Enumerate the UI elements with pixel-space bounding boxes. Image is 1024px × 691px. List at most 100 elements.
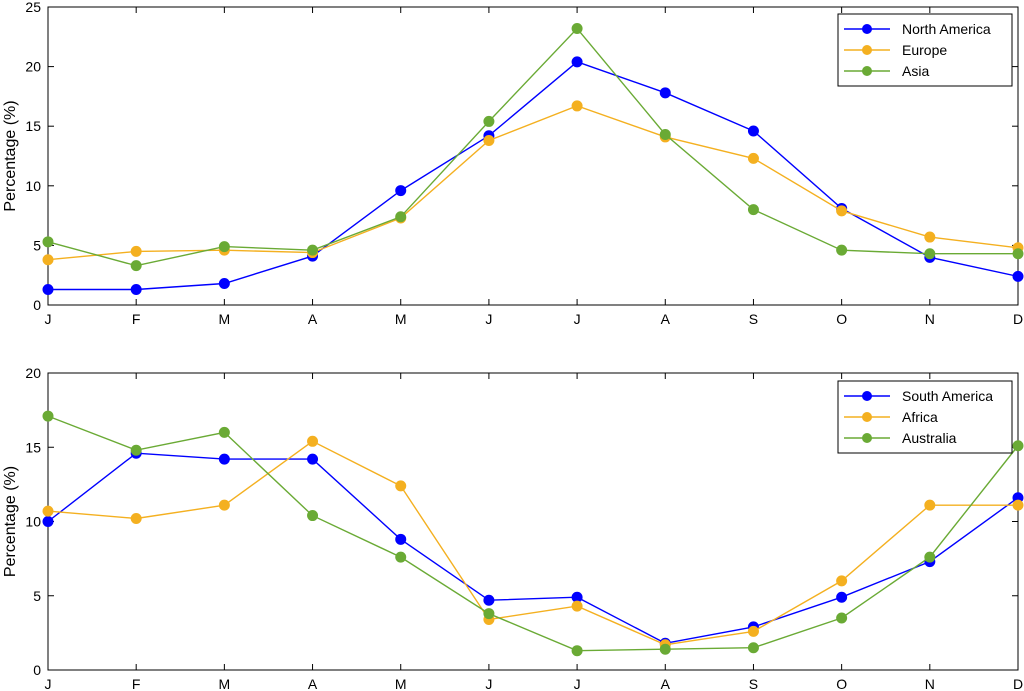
chart-1-series-line-europe [47, 105, 1019, 261]
chart-2-data-point-africa [747, 625, 759, 637]
chart-2-data-point-south-america [307, 453, 319, 465]
chart-2-x-tick-label: S [749, 676, 758, 691]
chart-2-legend-swatch-marker [862, 412, 872, 422]
chart-1-x-tick-label: M [219, 311, 231, 327]
chart-2-data-point-australia [42, 410, 54, 422]
top-chart-panel: J F M A M J J A S O N D 0 5 10 15 20 25 Percentage (%) Nort… [2, 0, 1024, 327]
chart-1-data-point-asia [836, 244, 848, 256]
chart-1-y-tick-label: 25 [25, 0, 41, 15]
chart-2-y-tick-label: 20 [25, 365, 41, 381]
chart-1-legend-entry-north-america: North America [902, 21, 991, 37]
chart-1-y-tick-label: 15 [25, 118, 41, 134]
chart-1-data-point-north-america [218, 278, 230, 290]
chart-2-data-point-australia [571, 645, 583, 657]
chart-2-data-point-australia [307, 510, 319, 522]
chart-2-x-tick-label: F [132, 676, 141, 691]
chart-2-data-point-africa [571, 600, 583, 612]
chart-2-legend: South America Africa Australia [837, 380, 1013, 454]
chart-2-x-tick-label: J [574, 676, 581, 691]
chart-1-data-point-europe [42, 254, 54, 266]
chart-1-data-point-asia [747, 204, 759, 216]
chart-1-data-point-europe [836, 205, 848, 217]
chart-1-data-point-europe [130, 245, 142, 257]
chart-2-x-tick-label: N [925, 676, 935, 691]
chart-2-data-point-australia [747, 642, 759, 654]
chart-1-series-line-asia [47, 27, 1018, 267]
chart-1-data-point-europe [747, 152, 759, 164]
chart-1-plot-frame [47, 6, 1019, 306]
chart-2-data-point-africa [42, 505, 54, 517]
chart-1-x-tick-label: M [395, 311, 407, 327]
chart-1-x-tick-label: J [485, 311, 492, 327]
chart-2-data-point-africa [1012, 499, 1024, 511]
chart-2-x-tick-label: D [1013, 676, 1023, 691]
chart-2-data-point-south-america [483, 594, 495, 606]
chart-2-series-line-south-america [47, 452, 1019, 645]
chart-1-series-line-north-america [48, 61, 1019, 291]
chart-2-data-point-africa [218, 499, 230, 511]
chart-1-data-point-asia [924, 248, 936, 260]
chart-1-x-tick-label: S [749, 311, 758, 327]
chart-2-y-tick-label: 15 [25, 439, 41, 455]
chart-2-legend-entry-africa: Africa [902, 409, 938, 425]
chart-1-y-axis-label: Percentage (%) [2, 100, 19, 211]
chart-2-data-point-africa [395, 480, 407, 492]
chart-1-data-point-asia [307, 244, 319, 256]
chart-2-y-tick-label: 5 [33, 588, 41, 604]
chart-1-x-tick-label: A [661, 311, 671, 327]
chart-1-x-tick-label: A [308, 311, 318, 327]
chart-2-data-point-australia [218, 426, 230, 438]
chart-1-data-point-europe [571, 100, 583, 112]
chart-1-data-point-asia [1012, 248, 1024, 260]
chart-2-data-point-south-america [218, 453, 230, 465]
chart-1-y-tick-label: 5 [33, 237, 41, 253]
chart-1-data-point-north-america [747, 125, 759, 137]
chart-1-legend-entry-europe: Europe [902, 42, 947, 58]
chart-2-data-point-australia [1012, 440, 1024, 452]
chart-2-x-tick-label: M [395, 676, 407, 691]
chart-1-x-tick-label: D [1013, 311, 1023, 327]
chart-2-data-point-south-america [42, 516, 54, 527]
chart-1-data-point-north-america [1012, 270, 1024, 282]
chart-1-data-point-north-america [395, 185, 407, 197]
chart-1-x-tick-label: J [45, 311, 52, 327]
chart-2-data-point-australia [924, 551, 936, 563]
chart-1-legend-swatch-marker [862, 66, 872, 76]
chart-2-y-axis-label: Percentage (%) [2, 466, 19, 577]
chart-1-x-tick-label: F [132, 311, 141, 327]
chart-1-y-tick-label: 10 [25, 178, 41, 194]
chart-1-data-point-asia [42, 236, 54, 248]
chart-2-data-point-australia [483, 608, 495, 620]
chart-2-legend-entry-south-america: South America [902, 388, 993, 404]
chart-2-data-point-australia [395, 551, 407, 563]
chart-1-y-tick-label: 20 [25, 59, 41, 75]
chart-1-data-point-asia [130, 260, 142, 272]
chart-1-data-point-asia [571, 22, 583, 34]
chart-2-x-tick-label: M [219, 676, 231, 691]
chart-2-y-tick-label: 0 [33, 662, 41, 678]
chart-1-data-point-asia [395, 211, 407, 223]
chart-2-x-tick-label: O [836, 676, 847, 691]
chart-2-x-tick-label: J [485, 676, 492, 691]
chart-1-data-point-asia [218, 241, 230, 253]
chart-1-data-point-north-america [659, 87, 671, 99]
chart-1-y-tick-label: 0 [33, 297, 41, 313]
chart-1-data-point-north-america [42, 284, 54, 296]
chart-2-legend-swatch-marker [862, 433, 872, 443]
chart-1-legend: North America Europe Asia [837, 13, 1013, 87]
chart-2-data-point-south-america [836, 591, 848, 603]
chart-2-series-line-africa [47, 440, 1018, 646]
chart-2-data-point-australia [836, 612, 848, 624]
chart-1-x-tick-label: J [574, 311, 581, 327]
chart-1-data-point-europe [483, 135, 495, 147]
chart-2-legend-entry-australia: Australia [902, 430, 957, 446]
chart-1-data-point-north-america [571, 56, 583, 68]
chart-2-x-tick-label: J [45, 676, 52, 691]
chart-2-legend-swatch-marker [862, 391, 872, 401]
chart-2-data-point-australia [659, 643, 671, 655]
chart-1-data-point-asia [659, 129, 671, 141]
chart-2-x-tick-label: A [661, 676, 671, 691]
bottom-chart-panel: J F M A M J J A S O N D 0 5 10 15 20 Percentage (%) South … [2, 365, 1024, 691]
chart-1-x-tick-label: N [925, 311, 935, 327]
